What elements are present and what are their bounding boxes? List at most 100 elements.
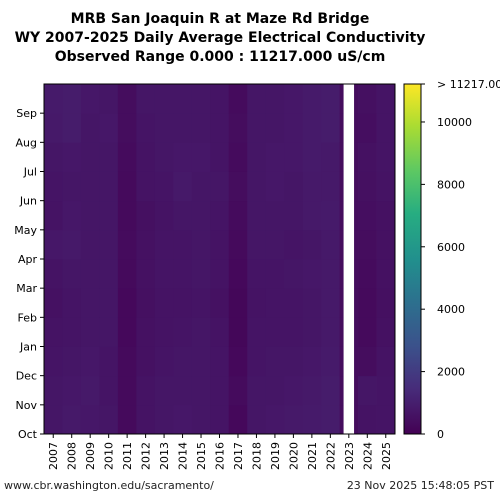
heatmap-cell-2014-Jul [173,142,193,172]
heatmap-cell-2014-Jan [173,317,193,347]
y-tick-label-Nov: Nov [16,399,38,412]
heatmap-cell-2020-Sep [284,84,304,114]
heatmap-cell-2016-Dec [210,346,230,377]
heatmap-cell-2022-Sep [321,84,340,114]
x-tick-label-2008: 2008 [66,442,79,470]
heatmap-cell-2025-Nov [376,375,396,406]
heatmap-cell-2025-Jun [376,171,396,202]
heatmap-cell-2016-Apr [210,229,230,260]
x-tick-label-2015: 2015 [195,442,208,470]
heatmap-cell-2009-Aug [80,113,100,143]
heatmap-cell-2014-Feb [173,288,193,318]
colorbar-tick-label-6000: 6000 [437,241,465,254]
heatmap-cell-2013-May [154,200,174,231]
heatmap-cell-2020-Aug [284,113,304,143]
x-tick-label-2011: 2011 [121,442,134,470]
heatmap-cell-2009-Oct [80,404,100,435]
heatmap-cell-2008-Jan [62,317,82,347]
chart-title-line-2: WY 2007-2025 Daily Average Electrical Co… [14,30,426,46]
heatmap-cell-2017-Dec [228,346,248,377]
heatmap-cell-2014-Dec [173,346,193,377]
heatmap-cell-2021-Feb [302,288,322,318]
heatmap-cell-2017-Feb [228,288,248,318]
heatmap-cell-2014-May [173,200,193,231]
heatmap-cell-2022-Aug [321,113,340,143]
heatmap-cell-2008-Jun [62,171,82,202]
heatmap-cell-2016-Aug [210,113,230,143]
heatmap-cell-2015-Jul [191,142,211,172]
heatmap-cell-2010-Jul [99,142,119,172]
heatmap-cell-2022-Jul [321,142,340,172]
x-tick-label-2021: 2021 [306,442,319,470]
heatmap-cell-2013-Mar [154,259,174,289]
heatmap-cell-2022-Jun [321,171,340,202]
x-tick-label-2023: 2023 [343,442,356,470]
heatmap-cell-2021-Sep [302,84,322,114]
heatmap-cell-2011-Feb [117,288,137,318]
heatmap-cell-2008-Mar [62,259,82,289]
heatmap-cell-2010-Jan [99,317,119,347]
heatmap-cell-2014-Sep [173,84,193,114]
heatmap-cell-2015-Jun [191,171,211,202]
heatmap-cell-2021-Nov [302,375,322,406]
heatmap-cell-2021-May [302,200,322,231]
heatmap-cell-2013-Nov [154,375,174,406]
heatmap-cell-2010-Oct [99,404,119,435]
heatmap-cell-2019-Jun [265,171,285,202]
heatmap-cell-2019-Mar [265,259,285,289]
colorbar-tick-label-8000: 8000 [437,178,465,191]
heatmap-cell-2010-May [99,200,119,231]
heatmap-cell-2008-Feb [62,288,82,318]
heatmap-cell-2020-Nov [284,375,304,406]
heatmap-cell-2009-May [80,200,100,231]
heatmap-cell-2014-Aug [173,113,193,143]
missing-band-2023 [343,84,355,434]
heatmap-cell-2011-Dec [117,346,137,377]
heatmap-cell-2009-Mar [80,259,100,289]
heatmap-cell-2009-Jul [80,142,100,172]
heatmap-cell-2022-Dec [321,346,340,377]
heatmap-cell-2022-Apr [321,229,340,260]
heatmap-cell-2012-May [136,200,156,231]
y-tick-label-Jun: Jun [19,195,37,208]
colorbar-tick-label-4000: 4000 [437,303,465,316]
heatmap-cell-2007-Jan [44,317,63,347]
heatmap-cell-2021-Jul [302,142,322,172]
heatmap-cell-2024-Nov [358,375,377,406]
heatmap-cell-2019-Sep [265,84,285,114]
y-tick-label-Dec: Dec [16,370,37,383]
heatmap-cell-2019-Jul [265,142,285,172]
heatmap-cell-2015-Mar [191,259,211,289]
x-tick-label-2022: 2022 [324,442,337,470]
footer-url[interactable]: www.cbr.washington.edu/sacramento/ [4,479,214,492]
y-tick-label-Sep: Sep [16,107,37,120]
heatmap-cell-2012-Mar [136,259,156,289]
x-tick-label-2018: 2018 [250,442,263,470]
heatmap-cell-2013-Dec [154,346,174,377]
heatmap-cell-2019-Aug [265,113,285,143]
heatmap-cell-2022-Feb [321,288,340,318]
heatmap-cell-2024-Sep [358,84,377,114]
heatmap-cell-2012-Jan [136,317,156,347]
heatmap-cell-2024-Jan [358,317,377,347]
heatmap-cell-2015-Feb [191,288,211,318]
heatmap-cell-2007-Dec [44,346,63,377]
heatmap-cell-2020-Jun [284,171,304,202]
heatmap-cell-2014-Mar [173,259,193,289]
heatmap-cell-2019-Feb [265,288,285,318]
x-tick-label-2014: 2014 [177,442,190,470]
heatmap-cell-2018-Aug [247,113,267,143]
x-tick-label-2016: 2016 [214,442,227,470]
heatmap-cell-2015-Sep [191,84,211,114]
y-tick-label-Oct: Oct [18,428,38,441]
heatmap-cell-2021-Mar [302,259,322,289]
heatmap-cell-2016-Sep [210,84,230,114]
heatmap-cell-2008-Jul [62,142,82,172]
colorbar [403,83,422,435]
heatmap-cell-2018-Feb [247,288,267,318]
heatmap-cell-2024-Apr [358,229,377,260]
heatmap-cell-2010-Nov [99,375,119,406]
heatmap-cell-2019-Oct [265,404,285,435]
heatmap-cell-2011-Jun [117,171,137,202]
